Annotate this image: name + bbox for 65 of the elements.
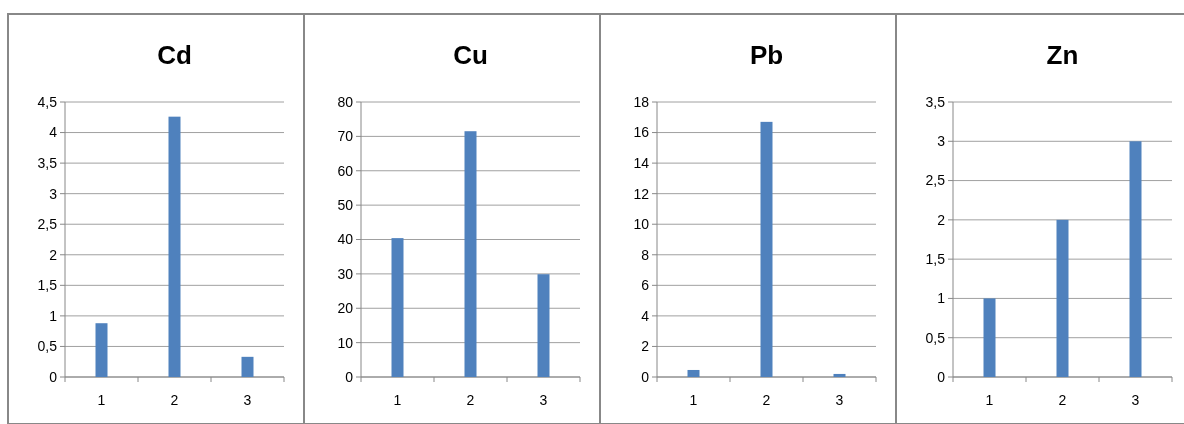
y-tick-label: 16	[633, 124, 650, 141]
y-tick-label: 18	[633, 93, 650, 110]
y-tick-label: 0	[641, 368, 650, 385]
bar	[391, 238, 404, 377]
chart-title: Cd	[157, 40, 192, 70]
y-tick-label: 0,5	[37, 338, 58, 355]
bar	[833, 373, 846, 377]
y-tick-label: 0	[937, 368, 946, 385]
y-tick-label: 30	[337, 265, 354, 282]
y-tick-label: 50	[337, 197, 354, 214]
y-tick-label: 0,5	[925, 329, 946, 346]
x-tick-label: 2	[762, 392, 771, 408]
x-tick-label: 2	[466, 392, 475, 408]
x-tick-label: 3	[539, 392, 548, 408]
y-tick-label: 10	[633, 216, 650, 233]
x-tick-label: 1	[97, 392, 106, 408]
y-tick-label: 14	[633, 155, 650, 172]
y-tick-label: 70	[337, 128, 354, 145]
y-tick-label: 2	[49, 246, 58, 263]
x-tick-label: 3	[835, 392, 844, 408]
x-tick-label: 2	[170, 392, 179, 408]
y-tick-label: 6	[641, 277, 650, 294]
y-tick-label: 2	[641, 338, 650, 355]
bar	[687, 369, 700, 377]
bar	[241, 356, 254, 377]
x-tick-label: 1	[985, 392, 994, 408]
bar	[168, 116, 181, 377]
x-tick-label: 2	[1058, 392, 1067, 408]
y-tick-label: 0	[345, 368, 354, 385]
chart-title: Zn	[1046, 40, 1079, 70]
y-tick-label: 4	[641, 307, 650, 324]
y-tick-label: 1,5	[37, 277, 58, 294]
y-tick-label: 8	[641, 246, 650, 263]
bar	[95, 323, 108, 377]
y-tick-label: 2	[937, 211, 946, 228]
bar	[760, 121, 773, 377]
y-tick-label: 10	[337, 334, 354, 351]
y-tick-label: 1,5	[925, 251, 946, 268]
chart-title: Pb	[749, 40, 784, 70]
y-tick-label: 1	[49, 307, 58, 324]
chart-title: Cu	[453, 40, 488, 70]
y-tick-label: 20	[337, 300, 354, 317]
y-tick-label: 2,5	[925, 172, 946, 189]
bar	[464, 131, 477, 377]
y-tick-label: 2,5	[37, 216, 58, 233]
x-tick-label: 3	[243, 392, 252, 408]
bar	[1129, 141, 1142, 377]
y-tick-label: 1	[937, 290, 946, 307]
y-tick-label: 12	[633, 185, 650, 202]
y-tick-label: 3,5	[925, 93, 946, 110]
y-tick-label: 3,5	[37, 155, 58, 172]
x-tick-label: 1	[393, 392, 402, 408]
y-tick-label: 40	[337, 231, 354, 248]
bar	[537, 274, 550, 377]
y-tick-label: 0	[49, 368, 58, 385]
x-tick-label: 1	[689, 392, 698, 408]
y-tick-label: 3	[49, 185, 58, 202]
y-tick-label: 4	[49, 124, 58, 141]
y-tick-label: 4,5	[37, 93, 58, 110]
y-tick-label: 3	[937, 133, 946, 150]
y-tick-label: 60	[337, 162, 354, 179]
x-tick-label: 3	[1131, 392, 1140, 408]
bar	[983, 298, 996, 377]
y-tick-label: 80	[337, 93, 354, 110]
bar	[1056, 219, 1069, 377]
